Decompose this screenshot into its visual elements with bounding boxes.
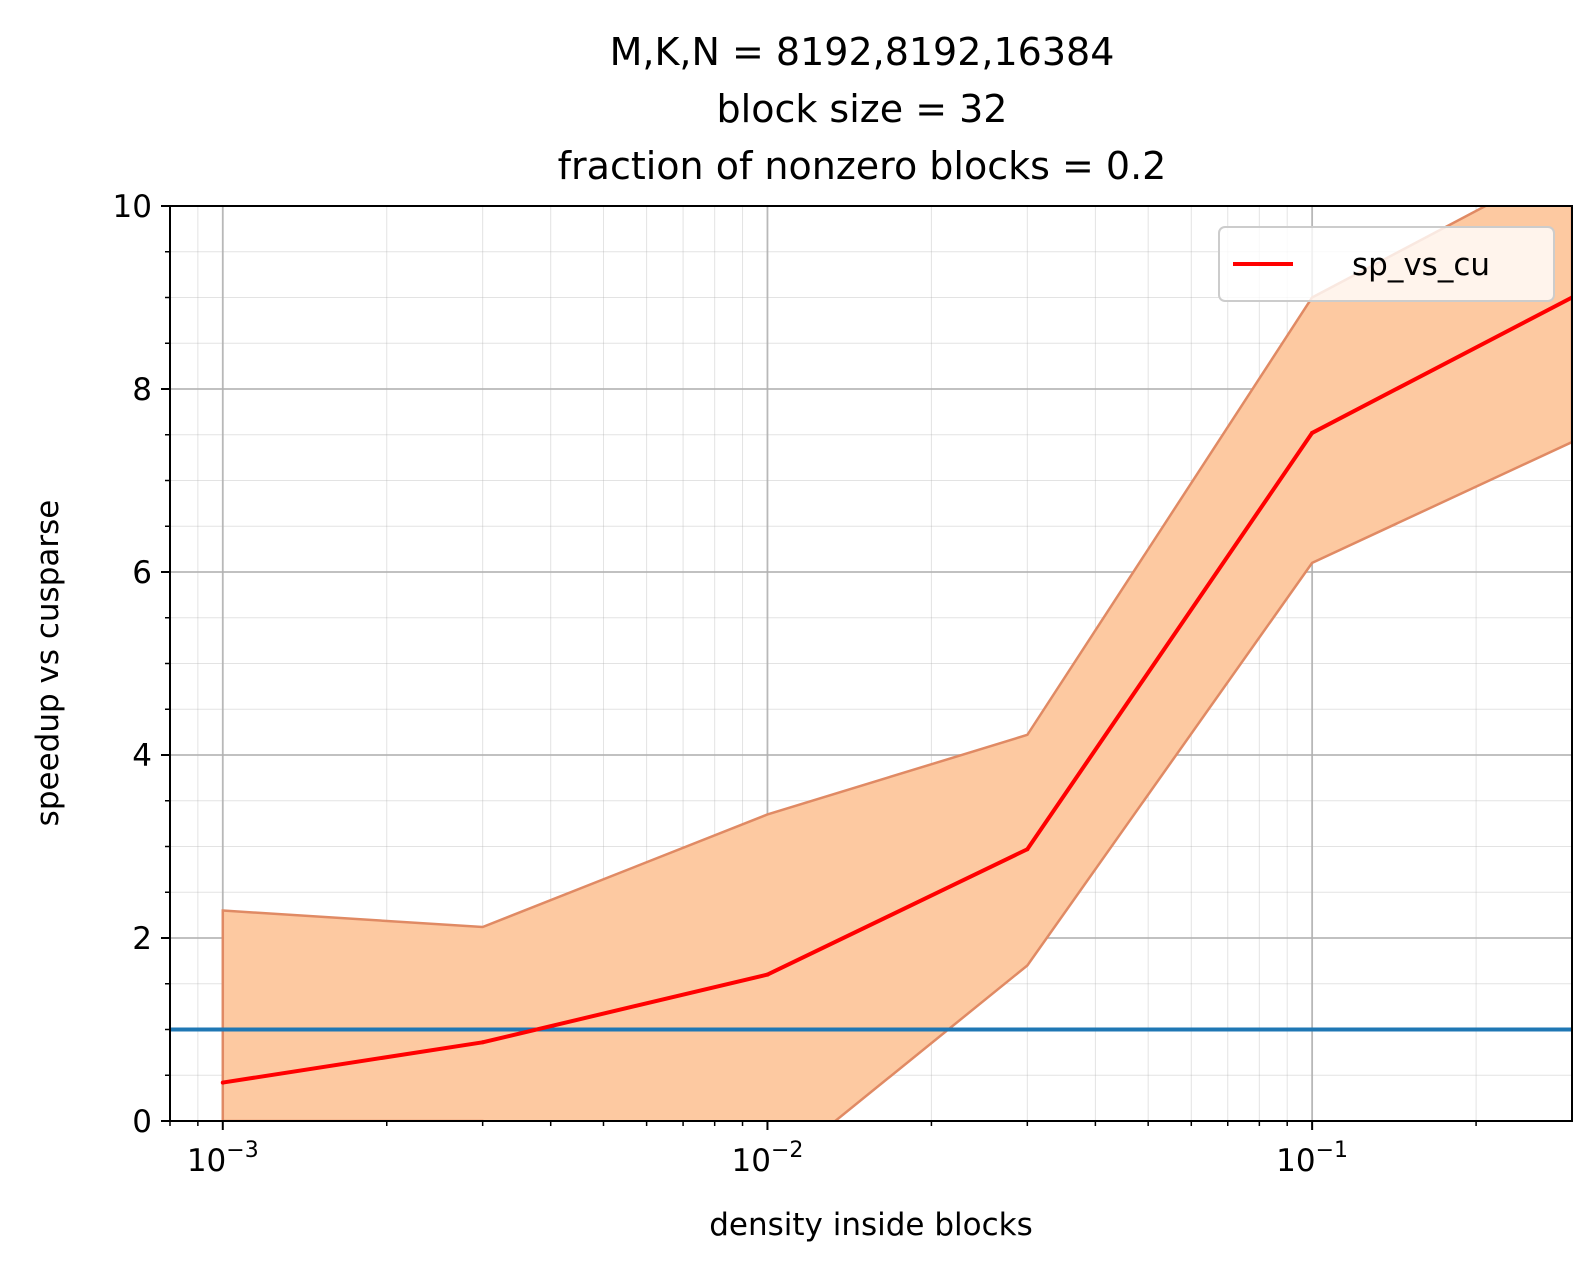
title-line-2: block size = 32 — [717, 87, 1008, 131]
title-line-1: M,K,N = 8192,8192,16384 — [610, 30, 1115, 74]
series-line-sp_vs_cu — [222, 295, 1572, 1085]
x-tick-label: 10−1 — [1276, 1138, 1348, 1179]
y-tick-label: 8 — [132, 372, 152, 408]
y-ticks: 0 2 4 6 8 10 — [113, 189, 170, 1140]
x-tick-label: 10−3 — [187, 1138, 259, 1179]
y-tick-label: 4 — [132, 738, 152, 774]
x-ticks: 10−3 10−2 10−1 — [169, 1121, 1477, 1179]
confidence-band — [221, 206, 1572, 1121]
y-tick-label: 6 — [132, 555, 152, 591]
legend-label-sp_vs_cu: sp_vs_cu — [1352, 247, 1490, 283]
data-point-sp_vs_cu — [220, 1080, 225, 1085]
chart-title: M,K,N = 8192,8192,16384 block size = 32 … — [558, 30, 1167, 188]
title-line-3: fraction of nonzero blocks = 0.2 — [558, 144, 1167, 188]
data-point-sp_vs_cu — [480, 1040, 485, 1045]
legend: sp_vs_cu — [1218, 226, 1555, 302]
y-tick-label: 10 — [113, 189, 152, 225]
plot-area — [170, 206, 1572, 1121]
data-point-sp_vs_cu — [1025, 847, 1030, 852]
data-point-sp_vs_cu — [1310, 430, 1315, 435]
x-axis-label: density inside blocks — [709, 1207, 1033, 1243]
y-tick-label: 2 — [132, 921, 152, 957]
x-tick-label: 10−2 — [732, 1138, 804, 1179]
y-tick-label: 0 — [132, 1104, 152, 1140]
y-axis-label: speedup vs cusparse — [30, 500, 66, 827]
data-point-sp_vs_cu — [765, 972, 770, 977]
legend-box — [1218, 226, 1555, 302]
